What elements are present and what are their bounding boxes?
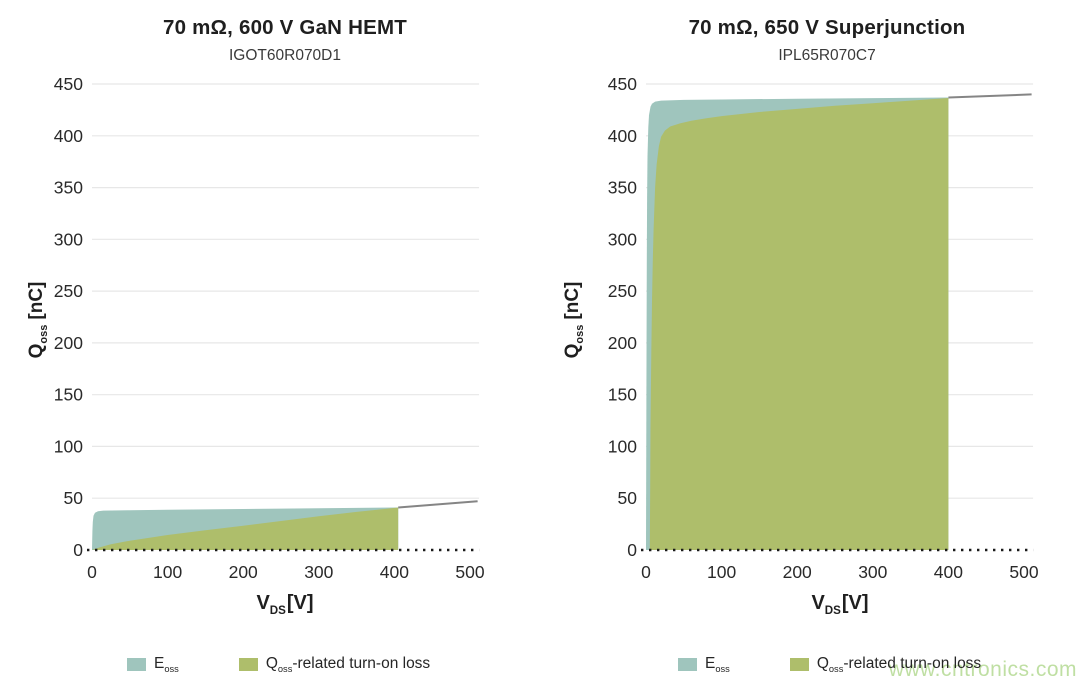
x-tick-label: 0 xyxy=(641,562,651,582)
y-tick-label: 0 xyxy=(627,540,637,560)
eoss-legend-label: Eoss xyxy=(705,655,730,675)
gan-x-axis-title: VDS[V] xyxy=(35,592,535,617)
y-tick-label: 400 xyxy=(608,126,637,146)
x-axis-symbol: V xyxy=(256,592,270,614)
line-Q_oss extension xyxy=(398,500,478,509)
y-tick-label: 100 xyxy=(608,436,637,456)
y-tick-label: 200 xyxy=(608,333,637,353)
gan-chart-subtitle: IGOT60R070D1 xyxy=(229,47,341,64)
y-tick-label: 450 xyxy=(608,74,637,94)
y-tick-label: 200 xyxy=(54,333,83,353)
eoss-swatch-icon xyxy=(127,658,146,672)
x-axis-subscript: DS xyxy=(269,604,286,617)
y-axis-unit: [nC] xyxy=(562,281,584,320)
sj-y-axis-title: Qoss [nC] xyxy=(562,282,586,359)
legend-item-qoss-loss: Qoss-related turn-on loss xyxy=(238,655,431,675)
x-axis-symbol: V xyxy=(811,592,825,614)
y-tick-label: 0 xyxy=(73,540,83,560)
y-axis-symbol: Q xyxy=(26,343,48,359)
sj-chart-subtitle: IPL65R070C7 xyxy=(778,47,876,64)
y-axis-subscript: oss xyxy=(37,324,50,344)
y-tick-label: 350 xyxy=(608,178,637,198)
sj-x-axis-title: VDS[V] xyxy=(590,592,1080,617)
qoss-swatch-icon xyxy=(238,658,258,672)
legend-item-eoss: Eoss xyxy=(127,655,179,674)
x-tick-label: 500 xyxy=(1009,562,1038,582)
x-tick-label: 400 xyxy=(380,562,409,582)
eoss-swatch-icon xyxy=(678,658,697,672)
x-axis-unit: [V] xyxy=(286,592,314,614)
qoss-legend-label: Qoss-related turn-on loss xyxy=(265,655,431,675)
x-axis-subscript: DS xyxy=(824,604,841,617)
y-tick-label: 350 xyxy=(54,178,83,198)
qoss-legend-label: Qoss-related turn-on loss xyxy=(816,655,982,675)
x-axis-unit: [V] xyxy=(841,592,869,614)
area-Q_oss-related turn-on loss xyxy=(649,98,949,550)
y-axis-unit: [nC] xyxy=(26,281,48,320)
sj-legend: Eoss Qoss-related turn-on loss xyxy=(678,655,981,674)
legend-item-eoss: Eoss xyxy=(678,655,730,674)
y-tick-label: 250 xyxy=(608,281,637,301)
qoss-swatch-icon xyxy=(789,658,809,672)
legend-item-qoss-loss: Qoss-related turn-on loss xyxy=(789,655,982,675)
x-tick-label: 300 xyxy=(304,562,333,582)
y-axis-subscript: oss xyxy=(573,324,586,344)
x-tick-label: 400 xyxy=(934,562,963,582)
y-tick-label: 150 xyxy=(608,385,637,405)
x-tick-label: 200 xyxy=(229,562,258,582)
y-tick-label: 150 xyxy=(54,385,83,405)
y-axis-symbol: Q xyxy=(562,343,584,359)
line-Q_oss extension xyxy=(948,93,1032,99)
gan-chart-title: 70 mΩ, 600 V GaN HEMT xyxy=(163,16,407,39)
x-tick-label: 200 xyxy=(783,562,812,582)
x-tick-label: 100 xyxy=(707,562,736,582)
sj-chart-title: 70 mΩ, 650 V Superjunction xyxy=(688,16,966,39)
y-tick-label: 50 xyxy=(618,488,638,508)
area-Q_oss-related turn-on loss xyxy=(92,507,399,550)
y-tick-label: 300 xyxy=(54,229,83,249)
x-tick-label: 500 xyxy=(455,562,484,582)
watermark: www.cntronics.com xyxy=(888,658,1077,681)
eoss-legend-label: Eoss xyxy=(154,655,179,675)
y-tick-label: 400 xyxy=(54,126,83,146)
x-tick-label: 100 xyxy=(153,562,182,582)
y-tick-label: 300 xyxy=(608,229,637,249)
y-tick-label: 50 xyxy=(64,488,84,508)
gan-y-axis-title: Qoss [nC] xyxy=(26,282,50,359)
y-tick-label: 250 xyxy=(54,281,83,301)
gan-legend: Eoss Qoss-related turn-on loss xyxy=(127,655,430,674)
x-tick-label: 0 xyxy=(87,562,97,582)
y-tick-label: 450 xyxy=(54,74,83,94)
x-tick-label: 300 xyxy=(858,562,887,582)
y-tick-label: 100 xyxy=(54,436,83,456)
